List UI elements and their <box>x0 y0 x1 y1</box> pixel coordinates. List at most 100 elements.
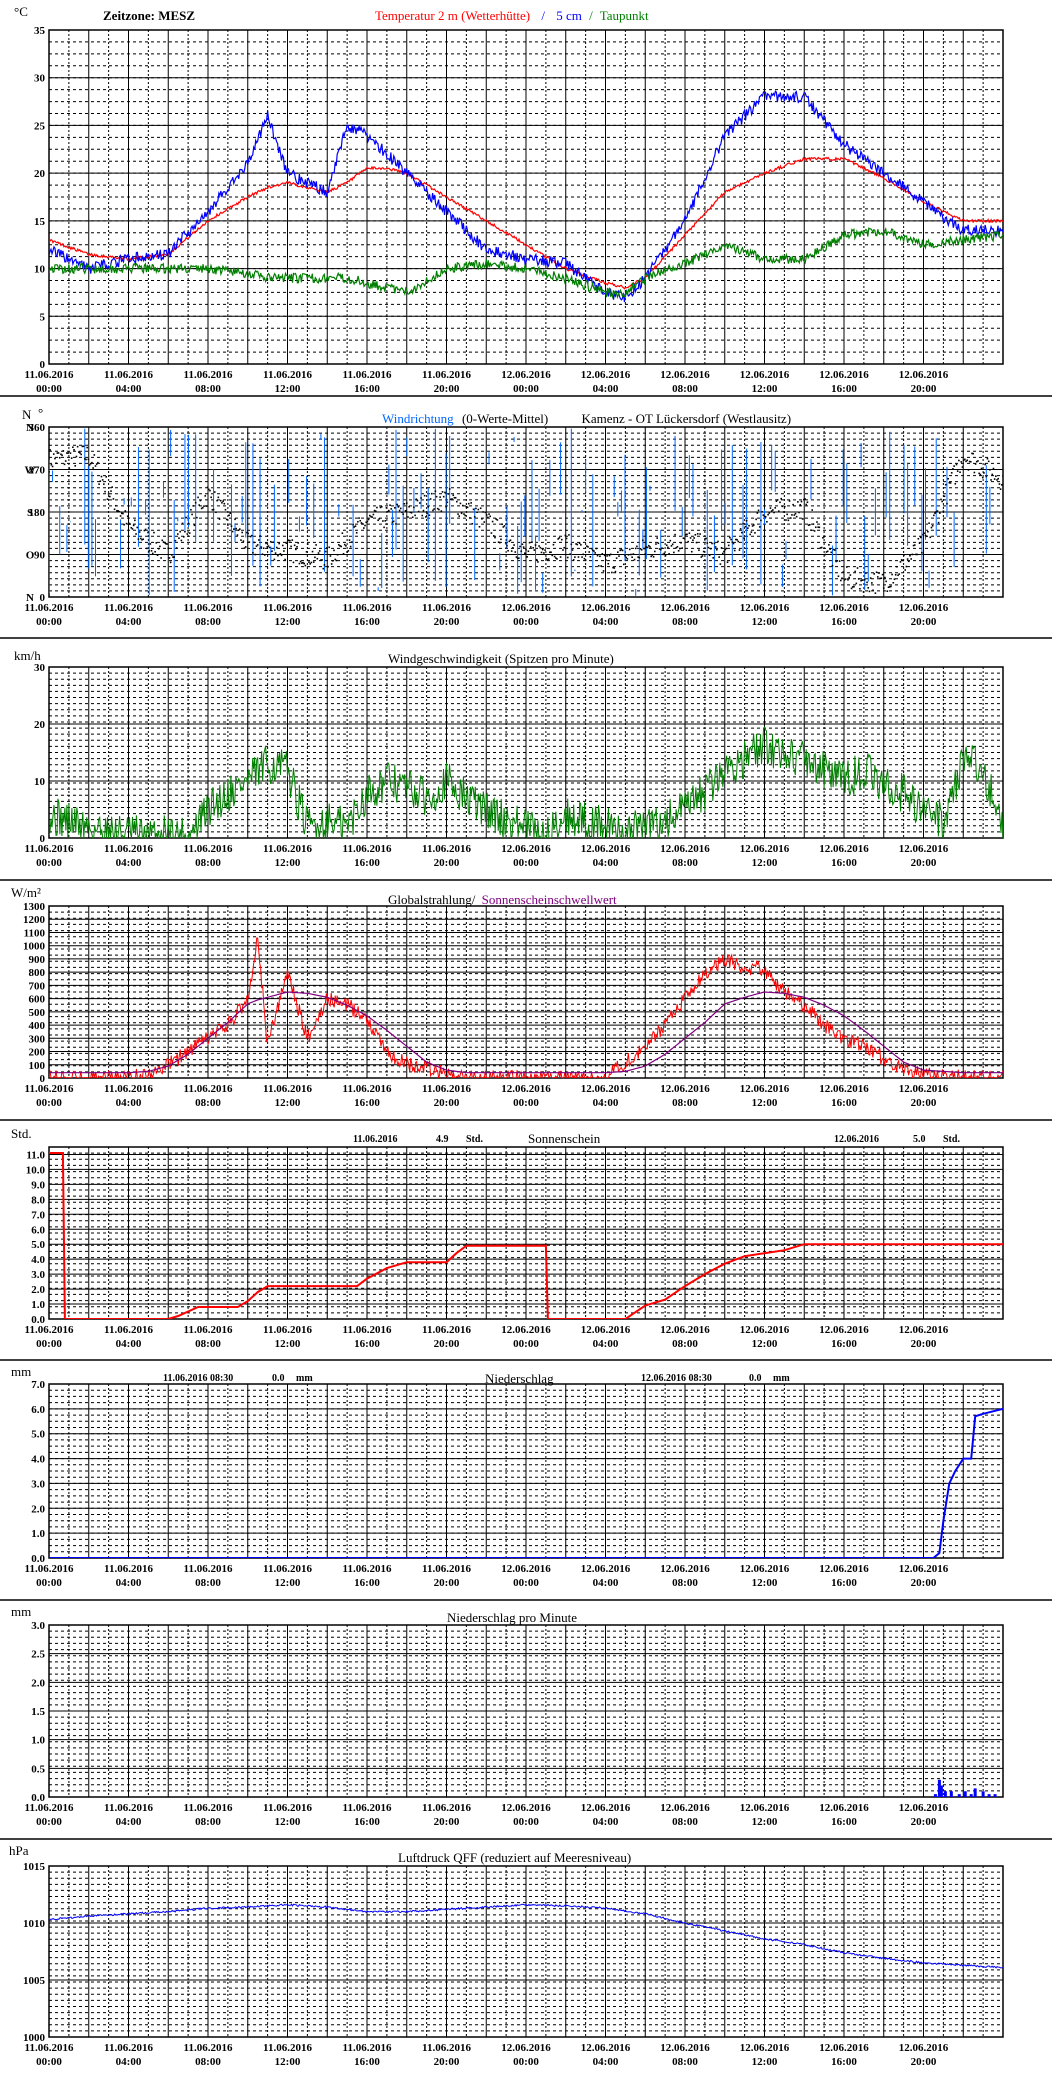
wind-dir-point <box>258 539 260 541</box>
wind-dir-point <box>119 515 122 517</box>
wind-dir-point <box>469 517 471 519</box>
precip-line <box>49 1407 1003 1558</box>
wind-dir-point <box>586 545 588 547</box>
wind-dir-point <box>120 512 123 515</box>
x-tick-date: 12.06.2016 <box>740 1802 790 1814</box>
wind-dir-point <box>578 542 581 545</box>
wind-dir-point <box>782 511 785 513</box>
wind-dir-point <box>284 558 286 561</box>
wind-dir-point <box>820 546 823 549</box>
wind-dir-point <box>217 496 220 499</box>
x-tick-time: 16:00 <box>831 1338 857 1350</box>
y-tick-label: 5.0 <box>31 1429 45 1441</box>
wind-dir-point <box>403 502 406 505</box>
precip-bar <box>993 1794 997 1797</box>
wind-dir-point <box>874 592 877 594</box>
wind-dir-point <box>477 508 480 511</box>
wind-dir-degree: ° <box>38 405 43 420</box>
temperature-unit: °C <box>14 4 28 19</box>
wind-dir-point <box>968 460 971 463</box>
wind-dir-point <box>82 445 85 448</box>
wind-dir-point <box>871 582 873 584</box>
sunshine-day1-date: 11.06.2016 <box>353 1134 397 1145</box>
x-tick-date: 12.06.2016 <box>581 2042 631 2054</box>
wind-dir-point <box>627 554 630 556</box>
x-tick-date: 12.06.2016 <box>501 369 551 381</box>
wind-dir-point <box>617 551 619 553</box>
wind-dir-point <box>701 555 704 557</box>
wind-dir-point <box>992 467 995 470</box>
wind-dir-point <box>700 556 703 558</box>
sunshine-unit: Std. <box>11 1126 32 1141</box>
wind-dir-point <box>466 506 469 509</box>
wind-dir-point <box>227 524 229 526</box>
wind-dir-point <box>572 559 575 561</box>
wind-dir-point <box>845 566 848 568</box>
wind-dir-point <box>138 531 141 533</box>
wind-dir-point <box>964 458 966 461</box>
wind-dir-point <box>594 552 596 554</box>
sunshine-day2-value: 5.0 <box>913 1134 926 1145</box>
y-tick-label: 7.0 <box>31 1379 45 1391</box>
wind-dir-point <box>432 509 434 512</box>
wind-dir-point <box>752 524 755 526</box>
wind-dir-point <box>306 543 309 545</box>
wind-dir-point <box>528 541 531 544</box>
wind-dir-point <box>165 542 167 545</box>
wind-dir-point <box>481 518 483 520</box>
wind-dir-point <box>710 547 712 550</box>
wind-dir-point <box>360 522 363 524</box>
x-tick-date: 12.06.2016 <box>740 1083 790 1095</box>
wind-dir-point <box>543 552 545 554</box>
x-tick-date: 11.06.2016 <box>422 1563 471 1575</box>
wind-dir-point <box>109 495 111 498</box>
wind-dir-point <box>954 482 957 485</box>
x-tick-date: 12.06.2016 <box>581 602 631 614</box>
wind-dir-point <box>241 531 243 534</box>
x-tick-date: 11.06.2016 <box>422 369 471 381</box>
wind-dir-point <box>278 542 280 545</box>
x-tick-date: 11.06.2016 <box>25 1563 74 1575</box>
x-tick-time: 20:00 <box>434 2056 460 2068</box>
wind-dir-point <box>87 458 90 461</box>
wind-dir-point <box>290 545 292 548</box>
wind-dir-point <box>972 452 974 455</box>
wind-dir-point <box>918 542 921 544</box>
wind-dir-point <box>124 510 127 512</box>
x-tick-date: 11.06.2016 <box>422 1324 471 1336</box>
wind-dir-point <box>197 496 199 499</box>
wind-dir-point <box>490 532 493 534</box>
wind-dir-point <box>779 501 781 504</box>
x-tick-time: 20:00 <box>911 616 937 628</box>
threshold-line <box>49 991 1003 1074</box>
radiation-panel: W/m² Globalstrahlung/ Sonnenscheinschwel… <box>0 885 1052 1121</box>
wind-dir-point <box>370 515 372 518</box>
wind-dir-point <box>465 506 468 508</box>
wind-dir-point <box>638 556 641 559</box>
x-tick-time: 04:00 <box>593 1097 619 1109</box>
grid <box>49 905 1003 1079</box>
x-tick-date: 12.06.2016 <box>501 843 551 855</box>
wind-dir-point <box>271 550 273 552</box>
wind-dir-point <box>541 548 544 551</box>
wind-dir-point <box>402 513 404 515</box>
title-sep-2: / <box>589 8 593 23</box>
wind-dir-point <box>506 544 508 547</box>
x-tick-date: 12.06.2016 <box>899 2042 949 2054</box>
wind-dir-point <box>625 556 627 559</box>
wind-dir-point <box>149 543 152 545</box>
wind-dir-point <box>513 544 515 546</box>
x-tick-date: 12.06.2016 <box>899 369 949 381</box>
wind-dir-point <box>766 520 768 523</box>
precip-day2-date: 12.06.2016 08:30 <box>641 1373 712 1384</box>
wind-dir-point <box>334 558 336 561</box>
x-tick-date: 12.06.2016 <box>819 602 869 614</box>
x-tick-date: 11.06.2016 <box>422 602 471 614</box>
wind-dir-point <box>181 522 184 525</box>
wind-dir-point <box>64 460 67 462</box>
wind-dir-point <box>621 549 624 552</box>
x-tick-time: 08:00 <box>195 1097 221 1109</box>
wind-dir-point <box>192 505 195 507</box>
wind-dir-point <box>157 547 160 550</box>
wind-dir-point <box>174 539 177 542</box>
